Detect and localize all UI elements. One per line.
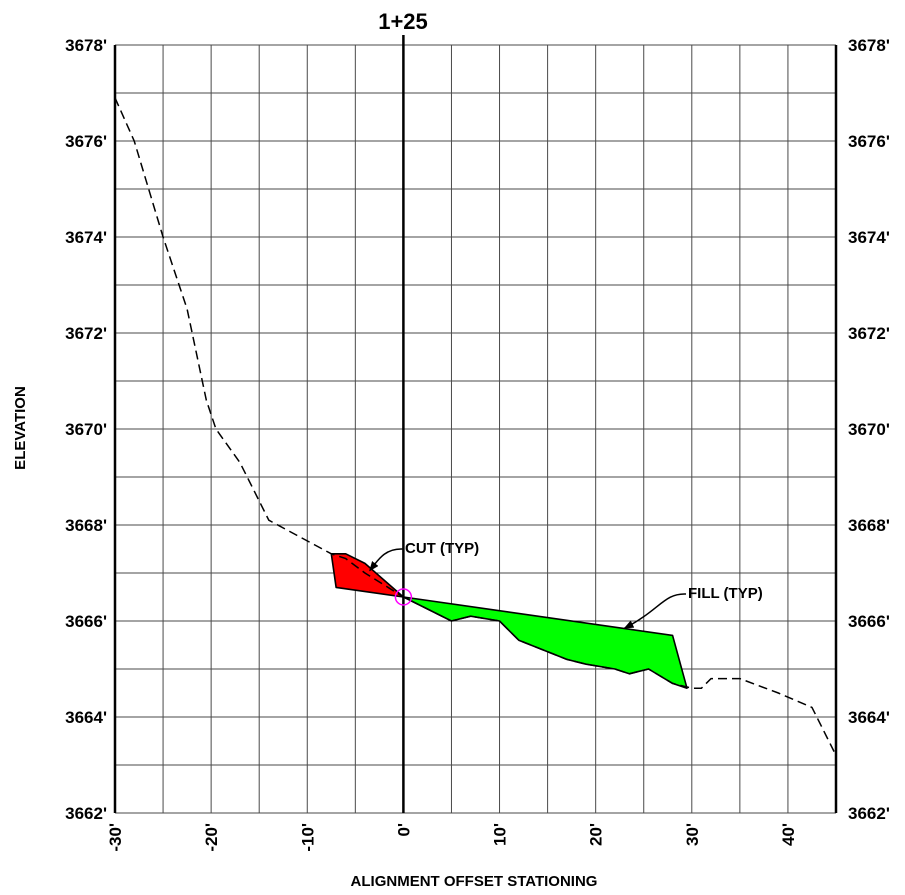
x-tick-label: 30' [683,823,702,846]
y-tick-label-left: 3668' [65,516,107,535]
x-tick-label: -30' [106,823,125,852]
x-axis-label: ALIGNMENT OFFSET STATIONING [351,873,598,890]
y-tick-label-left: 3678' [65,36,107,55]
y-tick-label-right: 3668' [848,516,890,535]
annotation-leader [623,593,687,629]
x-tick-label: 20' [587,823,606,846]
annotation-label: FILL (TYP) [688,585,763,602]
y-tick-label-left: 3670' [65,420,107,439]
y-tick-label-right: 3664' [848,708,890,727]
annotations: CUT (TYP) FILL (TYP) [369,540,763,629]
ground-profile [114,97,837,756]
chart-title: 1+25 [378,9,428,34]
ground-line [114,97,837,756]
annotation-leader [369,548,404,572]
y-tick-label-right: 3670' [848,420,890,439]
y-tick-label-left: 3674' [65,228,107,247]
x-tick-label: 40' [779,823,798,846]
y-tick-label-right: 3676' [848,132,890,151]
cut-region [330,552,405,598]
y-tick-label-right: 3672' [848,324,890,343]
grid [113,35,838,814]
y-tick-label-left: 3664' [65,708,107,727]
y-tick-label-right: 3662' [848,804,890,823]
y-tick-label-right: 3674' [848,228,890,247]
y-tick-label-right: 3678' [848,36,890,55]
y-tick-label-right: 3666' [848,612,890,631]
x-tick-label: 10' [491,823,510,846]
x-tick-label: -10' [298,823,317,852]
x-tick-label: -20' [202,823,221,852]
y-tick-label-left: 3662' [65,804,107,823]
y-tick-label-left: 3676' [65,132,107,151]
y-tick-label-left: 3672' [65,324,107,343]
y-tick-label-left: 3666' [65,612,107,631]
tick-labels: 3662' 3662' 3664' 3664' 3666' 3666' 3668' 3668'… [65,36,890,852]
y-axis-label: ELEVATION [12,386,29,470]
station-marker [394,588,413,606]
annotation-label: CUT (TYP) [405,540,479,557]
x-tick-label: 0' [394,823,413,837]
fill-region [402,596,688,690]
cut-fill-regions [330,552,688,690]
